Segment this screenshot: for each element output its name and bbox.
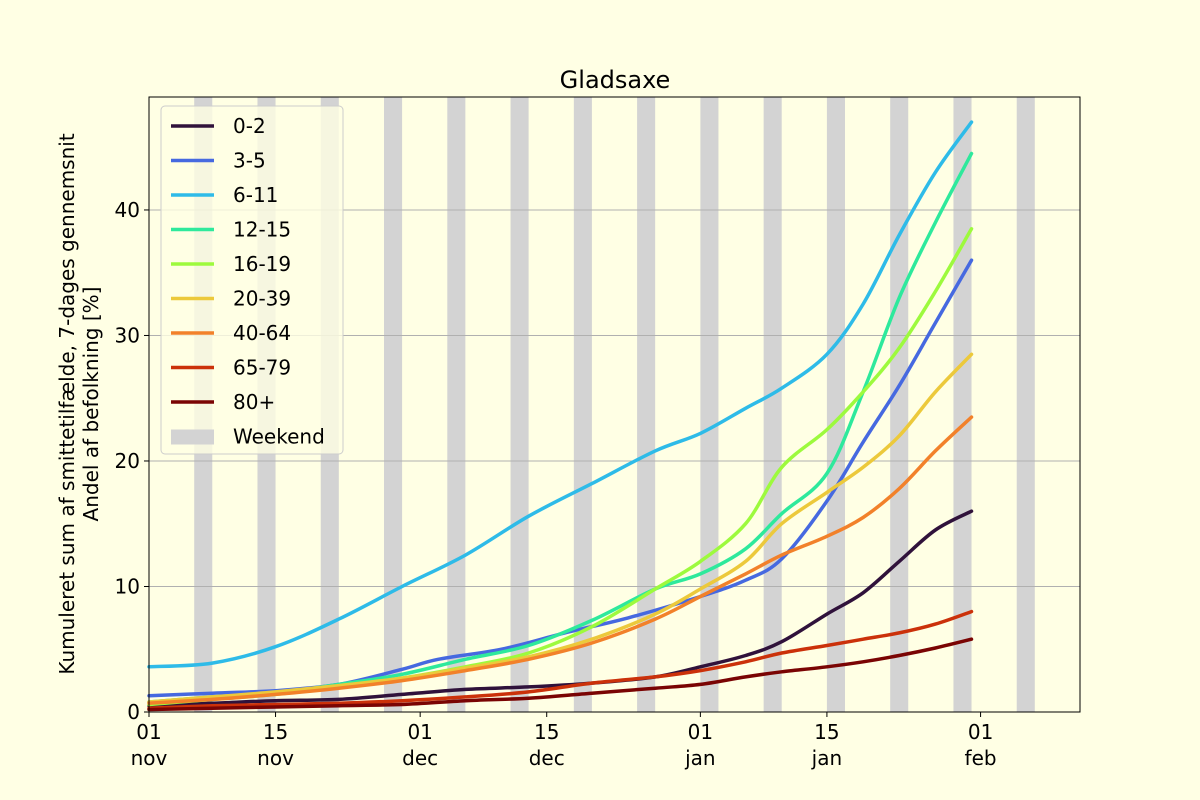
legend-label: 65-79	[233, 356, 291, 380]
axis-ticks: 01020304001nov15nov01dec15dec01jan15jan0…	[115, 198, 997, 770]
legend-label: 0-2	[233, 114, 266, 138]
x-tick-label-month: dec	[402, 746, 438, 770]
legend-label: Weekend	[233, 425, 325, 449]
series-line-20-39	[147, 352, 974, 704]
y-axis-label-line1: Kumuleret sum af smittetilfælde, 7-dages…	[55, 133, 79, 675]
x-tick-label-month: feb	[965, 746, 997, 770]
y-tick-label: 10	[115, 574, 140, 598]
y-tick-label: 40	[115, 198, 140, 222]
weekend-band	[573, 97, 592, 712]
legend-label: 80+	[233, 390, 275, 414]
weekend-band	[763, 97, 782, 712]
x-tick-label: 01	[688, 720, 713, 744]
legend-label: 3-5	[233, 149, 266, 173]
legend-label: 6-11	[233, 183, 278, 207]
weekend-bands	[194, 97, 1035, 712]
x-tick-label-month: nov	[257, 746, 294, 770]
legend-label: 40-64	[233, 321, 291, 345]
weekend-band	[637, 97, 656, 712]
legend-swatch-weekend	[171, 429, 214, 445]
legend: 0-2 3-5 6-11 12-15 16-19 20-39 40-64 65-79 80+ We…	[160, 105, 344, 455]
x-tick-label-month: jan	[684, 746, 716, 770]
series-line-40-64	[147, 415, 974, 705]
weekend-band	[826, 97, 845, 712]
y-tick-label: 20	[115, 449, 140, 473]
x-tick-label: 01	[407, 720, 432, 744]
plot-frame	[148, 96, 1081, 713]
y-tick-label: 30	[115, 323, 140, 347]
series-line-80+	[147, 637, 974, 712]
x-tick-label: 15	[534, 720, 559, 744]
series-line-65-79	[147, 609, 974, 710]
y-axis-label-line2: Andel af befolkning [%]	[79, 287, 103, 522]
legend-label: 16-19	[233, 252, 291, 276]
y-axis-label: Kumuleret sum af smittetilfælde, 7-dages…	[55, 133, 103, 675]
weekend-band	[700, 97, 719, 712]
weekend-band	[384, 97, 403, 712]
legend-label: 12-15	[233, 218, 291, 242]
x-tick-label: 01	[136, 720, 161, 744]
x-tick-label: 15	[263, 720, 288, 744]
x-tick-label-month: jan	[811, 746, 843, 770]
x-tick-label: 01	[968, 720, 993, 744]
x-tick-label-month: dec	[529, 746, 565, 770]
series-lines	[147, 120, 974, 712]
weekend-band	[953, 97, 972, 712]
y-tick-label: 0	[127, 700, 140, 724]
legend-label: 20-39	[233, 287, 291, 311]
weekend-band	[447, 97, 466, 712]
weekend-band	[510, 97, 529, 712]
chart-title: Gladsaxe	[560, 66, 671, 94]
weekend-band	[1016, 97, 1035, 712]
weekend-band	[890, 97, 909, 712]
x-tick-label: 15	[814, 720, 839, 744]
series-line-6-11	[147, 120, 974, 669]
x-tick-label-month: nov	[131, 746, 168, 770]
